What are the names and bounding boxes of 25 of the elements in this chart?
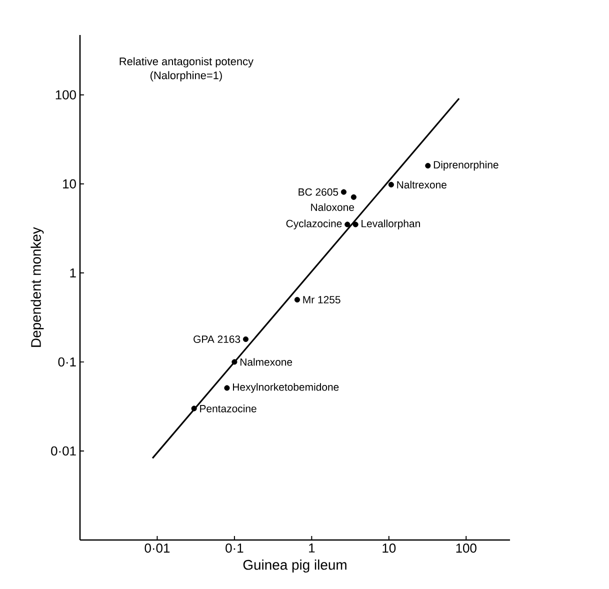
- y-tick-label: 0·1: [58, 357, 76, 367]
- annotation: Hexylnorketobemidone: [233, 383, 339, 393]
- y-tick-label: 1: [70, 268, 76, 278]
- annotation: Nalmexone: [240, 358, 292, 366]
- annotation: Mr 1255: [303, 296, 340, 304]
- x-tick-label: 1: [309, 544, 315, 552]
- x-axis-title: Guinea pig ileum: [243, 560, 346, 573]
- y-tick-label: 0·01: [51, 446, 76, 456]
- x-tick-label: 0·1: [226, 544, 244, 553]
- text: Relative antagonist potency: [120, 57, 254, 68]
- annotation: BC 2605: [298, 188, 338, 196]
- annotation: Cyclazocine: [286, 220, 342, 230]
- annotation: Naloxone: [311, 203, 354, 211]
- x-tick-label: 100: [456, 544, 476, 553]
- annotation: Pentazocine: [200, 404, 256, 412]
- x-tick-label: 10: [382, 544, 396, 553]
- annotation: Levallorphan: [362, 220, 420, 230]
- annotation: GPA 2163: [194, 336, 240, 343]
- y-tick-label: 10: [63, 179, 76, 188]
- y-axis-title: Dependent monkey: [30, 227, 44, 347]
- annotation: Diprenorphine: [434, 160, 498, 171]
- x-tick-label: 0·01: [144, 544, 170, 553]
- text: (Nalorphine=1): [150, 71, 222, 82]
- y-tick-label: 100: [56, 90, 76, 100]
- annotation: Naltrexone: [397, 180, 446, 188]
